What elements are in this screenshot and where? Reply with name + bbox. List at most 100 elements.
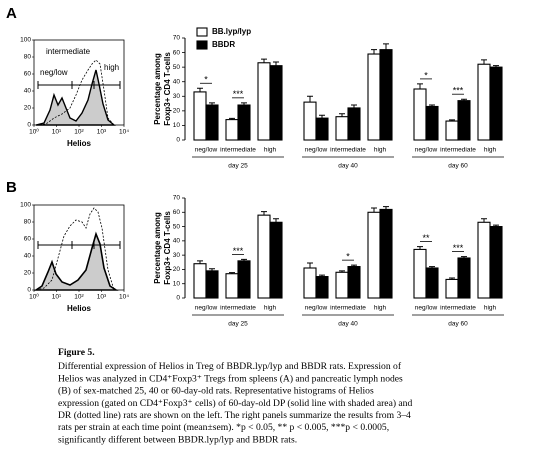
- bar: [367, 53, 381, 141]
- significance-label: **: [422, 233, 430, 243]
- gate-label: high: [104, 63, 119, 72]
- error-bar: [351, 104, 357, 108]
- x-tick-label: intermediate: [440, 305, 476, 312]
- y-tick-label: 10: [173, 122, 181, 129]
- bar: [413, 248, 427, 299]
- group-label: day 40: [338, 163, 358, 170]
- error-bar: [197, 87, 203, 92]
- error-bar: [481, 59, 487, 65]
- x-tick-label: 10³: [97, 294, 107, 301]
- x-tick-label: intermediate: [220, 147, 256, 154]
- bar: [347, 266, 361, 299]
- y-axis-label: Foxp3+ CD4 T-cells: [163, 52, 172, 126]
- y-axis-label: Percentage among: [153, 212, 162, 284]
- group-label: day 25: [228, 321, 248, 328]
- bar: [379, 208, 393, 299]
- y-axis-label: Percentage among: [153, 53, 162, 125]
- error-bar: [273, 61, 279, 66]
- error-bar: [241, 102, 247, 106]
- y-tick-label: 50: [173, 64, 181, 71]
- x-axis-label: Helios: [67, 304, 92, 313]
- bar: [477, 221, 491, 299]
- y-tick-label: 20: [24, 105, 32, 112]
- significance-label: ***: [453, 86, 464, 96]
- gate-label: intermediate: [46, 47, 91, 56]
- x-tick-label: neg/low: [305, 305, 328, 312]
- bar: [315, 276, 329, 299]
- x-tick-label: high: [484, 147, 497, 154]
- error-bar: [241, 258, 247, 261]
- bar: [335, 271, 349, 299]
- panel-label: B: [6, 179, 17, 196]
- y-tick-label: 20: [173, 108, 181, 115]
- error-bar: [209, 102, 215, 106]
- y-tick-label: 40: [173, 238, 181, 245]
- histogram-curves: [33, 207, 121, 291]
- y-tick-label: 40: [24, 88, 32, 95]
- y-tick-label: 70: [173, 195, 181, 202]
- x-tick-label: 10¹: [52, 294, 62, 301]
- bar: [425, 267, 439, 299]
- error-bar: [417, 83, 423, 89]
- gate-label: neg/low: [40, 68, 68, 77]
- group-label: day 40: [338, 321, 358, 328]
- x-tick-label: intermediate: [330, 147, 366, 154]
- x-tick-label: 10⁰: [29, 128, 39, 136]
- caption-line: significantly different between BBDR.lyp…: [58, 434, 297, 445]
- x-tick-label: 10⁴: [119, 294, 129, 301]
- y-tick-label: 70: [173, 35, 181, 42]
- error-bar: [461, 256, 467, 258]
- significance-label: *: [204, 75, 208, 85]
- bar: [379, 49, 393, 141]
- x-tick-label: neg/low: [415, 305, 438, 312]
- x-tick-label: 10²: [74, 129, 84, 136]
- significance-label: *: [346, 252, 350, 262]
- legend-swatch: [196, 40, 208, 50]
- bar: [269, 221, 283, 299]
- error-bar: [493, 65, 499, 68]
- significance-label: ***: [233, 89, 244, 99]
- panel-label: A: [6, 5, 17, 22]
- significance-label: ***: [233, 246, 244, 256]
- y-tick-label: 0: [27, 122, 31, 129]
- y-tick-label: 60: [24, 71, 32, 78]
- significance-label: *: [424, 70, 428, 80]
- y-tick-label: 20: [24, 270, 32, 277]
- error-bar: [371, 49, 377, 55]
- bar: [237, 104, 251, 141]
- x-tick-label: high: [374, 147, 387, 154]
- error-bar: [261, 58, 267, 63]
- error-bar: [449, 277, 455, 280]
- bar: [205, 104, 219, 141]
- bar: [237, 260, 251, 299]
- x-tick-label: high: [264, 305, 277, 312]
- y-tick-label: 10: [173, 280, 181, 287]
- x-tick-label: high: [484, 305, 497, 312]
- group-label: day 60: [448, 321, 468, 328]
- error-bar: [307, 262, 313, 268]
- error-bar: [319, 274, 325, 277]
- bar: [315, 117, 329, 141]
- group-label: day 25: [228, 163, 248, 170]
- y-tick-label: 20: [173, 266, 181, 273]
- x-tick-label: intermediate: [220, 305, 256, 312]
- error-bar: [229, 117, 235, 120]
- x-axis-label: Helios: [67, 139, 92, 148]
- y-tick-label: 100: [20, 37, 31, 44]
- bar: [457, 257, 471, 299]
- bar: [205, 270, 219, 299]
- error-bar: [339, 270, 345, 273]
- x-tick-label: neg/low: [195, 147, 218, 154]
- error-bar: [351, 264, 357, 267]
- error-bar: [383, 206, 389, 210]
- legend-label: BB.lyp/lyp: [212, 27, 251, 36]
- y-tick-label: 0: [176, 137, 180, 144]
- x-tick-label: 10²: [74, 294, 84, 301]
- bar: [225, 273, 239, 299]
- error-bar: [429, 104, 435, 107]
- y-tick-label: 60: [173, 49, 181, 56]
- error-bar: [209, 268, 215, 271]
- caption-line: expression (gated on CD4⁺Foxp3⁺ cells) o…: [58, 398, 412, 409]
- bar: [269, 65, 283, 141]
